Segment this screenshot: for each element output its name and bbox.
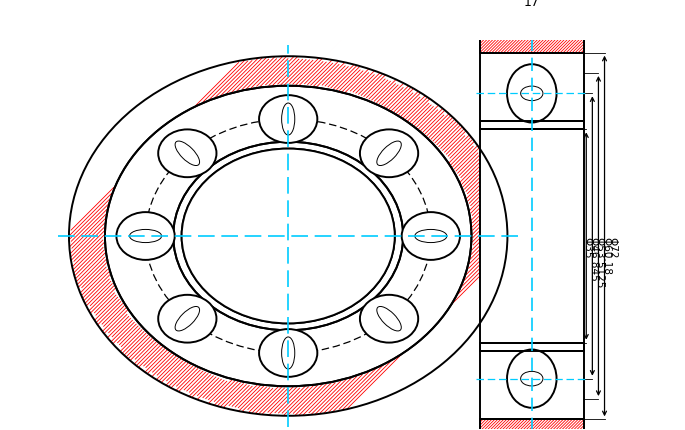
Ellipse shape bbox=[401, 212, 460, 260]
Bar bbox=[480, 343, 584, 351]
Bar bbox=[480, 122, 584, 130]
Ellipse shape bbox=[158, 295, 216, 343]
Ellipse shape bbox=[116, 212, 175, 260]
Ellipse shape bbox=[105, 86, 471, 387]
Text: 17: 17 bbox=[524, 0, 540, 9]
Text: Φ35: Φ35 bbox=[583, 237, 593, 258]
Ellipse shape bbox=[259, 96, 317, 144]
Ellipse shape bbox=[360, 130, 419, 178]
Bar bbox=[480, 122, 584, 130]
Text: Φ60.18: Φ60.18 bbox=[601, 237, 611, 274]
Text: Φ46.845: Φ46.845 bbox=[588, 237, 599, 281]
Ellipse shape bbox=[507, 350, 556, 408]
Ellipse shape bbox=[158, 130, 216, 178]
Ellipse shape bbox=[182, 149, 395, 324]
Bar bbox=[480, 54, 584, 419]
Bar bbox=[480, 18, 584, 54]
Ellipse shape bbox=[173, 142, 403, 331]
Text: Φ53.5125: Φ53.5125 bbox=[595, 237, 605, 288]
Ellipse shape bbox=[69, 57, 508, 416]
Bar bbox=[480, 18, 584, 54]
Ellipse shape bbox=[360, 295, 419, 343]
Text: Φ72: Φ72 bbox=[607, 237, 617, 258]
Bar bbox=[480, 130, 584, 343]
Bar bbox=[480, 343, 584, 351]
Bar bbox=[480, 419, 584, 430]
Ellipse shape bbox=[182, 149, 395, 324]
Ellipse shape bbox=[259, 329, 317, 377]
Ellipse shape bbox=[507, 65, 556, 123]
Bar bbox=[480, 419, 584, 430]
